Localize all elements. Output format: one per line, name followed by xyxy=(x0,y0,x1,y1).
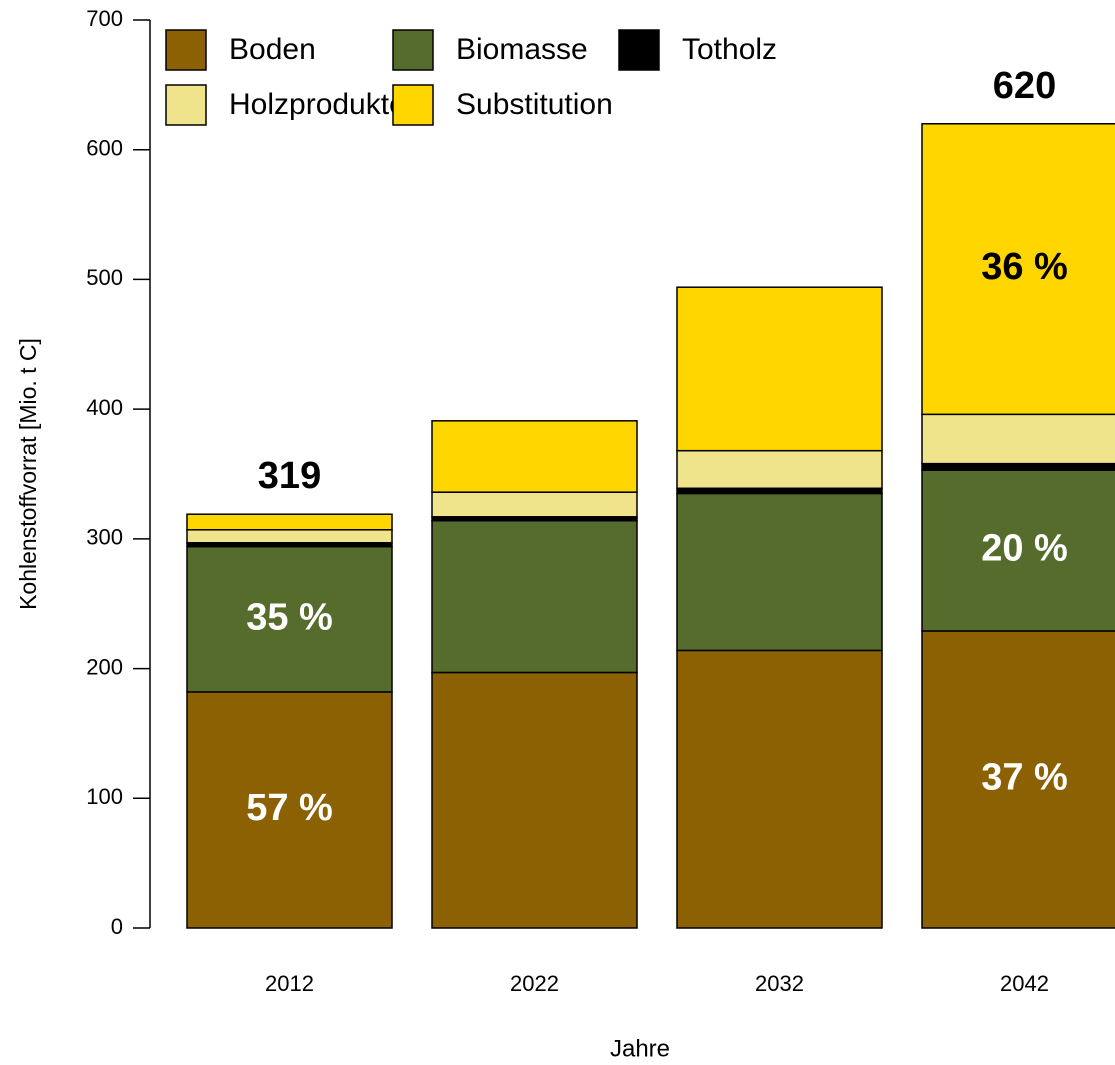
segment-label: 20 % xyxy=(981,528,1068,570)
x-tick-label: 2022 xyxy=(510,971,559,996)
bar-segment xyxy=(676,492,883,652)
legend-label: Holzprodukte xyxy=(229,88,406,121)
legend-swatch xyxy=(392,84,434,126)
legend-swatch xyxy=(392,29,434,71)
y-tick-label: 600 xyxy=(86,136,123,161)
bar-segment xyxy=(186,691,393,929)
total-label: 319 xyxy=(258,455,321,497)
x-tick-label: 2042 xyxy=(1000,971,1049,996)
bar-segment xyxy=(431,671,638,929)
x-tick-label: 2032 xyxy=(755,971,804,996)
legend-swatch xyxy=(165,84,207,126)
bar-segment xyxy=(921,413,1115,465)
y-tick-label: 700 xyxy=(86,6,123,31)
y-tick-label: 300 xyxy=(86,525,123,550)
legend-swatch xyxy=(165,29,207,71)
bar-segment xyxy=(431,420,638,493)
bar-segment xyxy=(921,462,1115,471)
bar-segment xyxy=(431,519,638,674)
y-tick-label: 400 xyxy=(86,395,123,420)
segment-label: 36 % xyxy=(981,246,1068,288)
legend-label: Biomasse xyxy=(456,33,588,66)
bar-segment xyxy=(431,491,638,518)
segment-label: 57 % xyxy=(246,787,333,829)
bar-segment xyxy=(676,487,883,495)
bar-segment xyxy=(676,449,883,490)
total-label: 620 xyxy=(993,65,1056,107)
y-tick-label: 200 xyxy=(86,654,123,679)
y-tick-label: 500 xyxy=(86,265,123,290)
bar-segment xyxy=(186,513,393,531)
y-tick-label: 0 xyxy=(111,914,123,939)
x-axis-label: Jahre xyxy=(610,1035,670,1062)
segment-label: 37 % xyxy=(981,757,1068,799)
bar-segment xyxy=(186,545,393,693)
legend-label: Boden xyxy=(229,33,316,66)
y-axis-label: Kohlenstoffvorrat [Mio. t C] xyxy=(15,338,41,610)
bar-segment xyxy=(186,529,393,544)
bar-segment xyxy=(676,286,883,452)
bar-segment xyxy=(921,469,1115,632)
bar-segment xyxy=(921,123,1115,416)
legend-label: Totholz xyxy=(682,33,777,66)
x-tick-label: 2012 xyxy=(265,971,314,996)
y-tick-label: 100 xyxy=(86,784,123,809)
segment-label: 35 % xyxy=(246,596,333,638)
legend-label: Substitution xyxy=(456,88,613,121)
legend-swatch xyxy=(618,29,660,71)
bar-segment xyxy=(676,649,883,929)
